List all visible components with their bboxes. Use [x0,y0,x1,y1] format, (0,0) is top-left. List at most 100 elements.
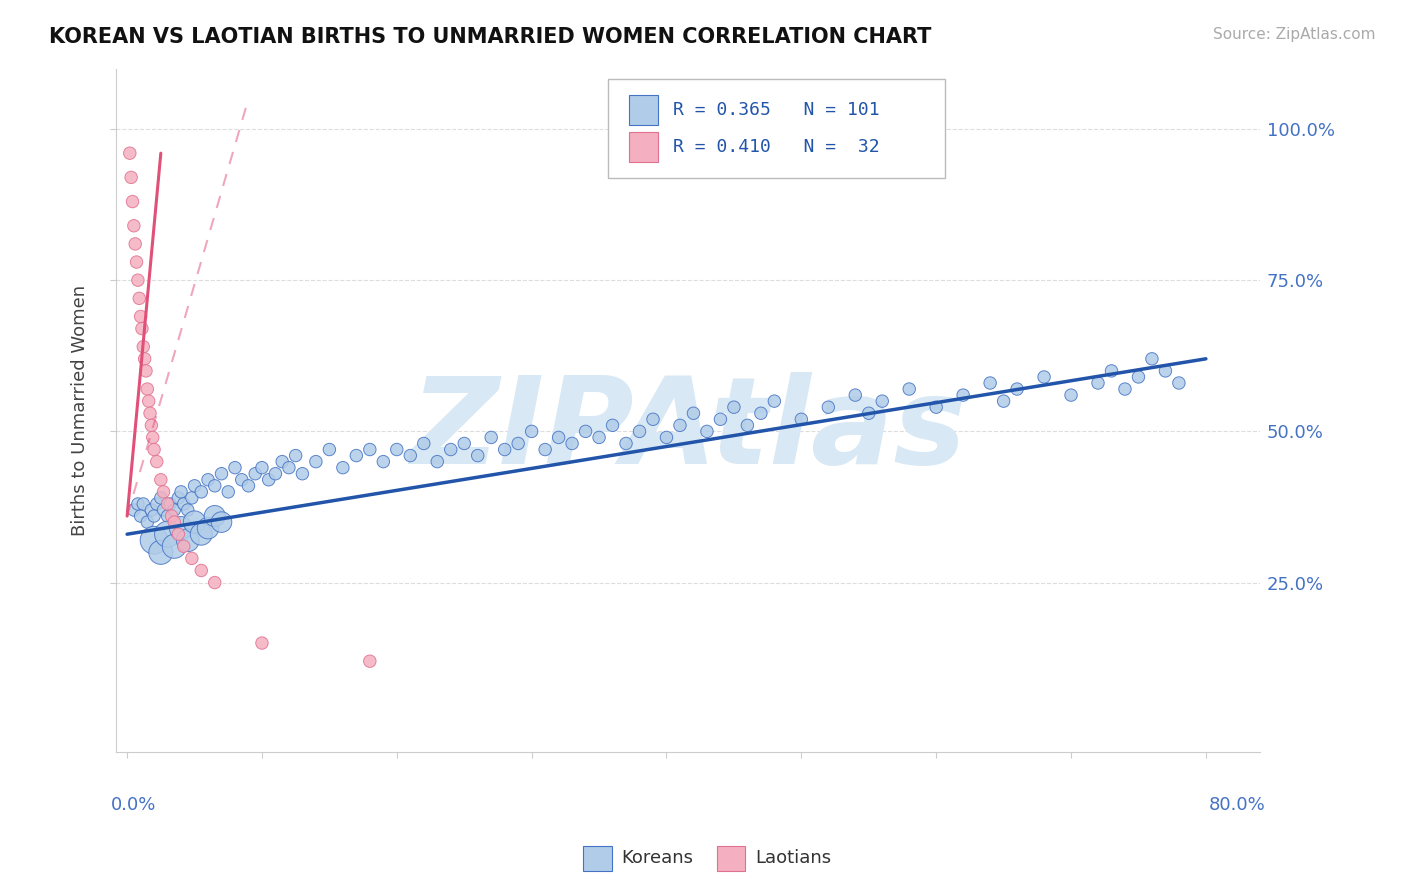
Point [588,430,610,444]
Point [127,273,149,287]
Point [479,430,502,444]
Point [163,515,186,529]
Point [122,219,145,233]
Point [128,291,150,305]
Point [602,418,624,433]
Point [135,364,157,378]
Point [614,436,637,450]
Point [870,394,893,409]
Point [1060,388,1083,402]
Text: R = 0.365   N = 101: R = 0.365 N = 101 [673,101,880,119]
Point [190,564,212,578]
Point [508,436,530,450]
Point [138,394,160,409]
Point [426,455,449,469]
Point [141,503,163,517]
Point [122,503,145,517]
Point [305,455,328,469]
Point [183,479,205,493]
Point [160,509,183,524]
Point [167,527,190,541]
Point [136,515,159,529]
Point [141,418,163,433]
Point [217,484,239,499]
Text: ZIPAtlas: ZIPAtlas [411,372,966,489]
Point [136,382,159,396]
Point [180,551,202,566]
Point [520,425,543,439]
Point [763,394,786,409]
Point [183,515,205,529]
Point [1033,370,1056,384]
Point [190,527,212,541]
Point [250,460,273,475]
Text: R = 0.410   N =  32: R = 0.410 N = 32 [673,138,880,156]
Point [359,654,381,668]
Bar [628,132,658,162]
Point [669,418,692,433]
Point [952,388,974,402]
Point [925,400,948,414]
Point [152,484,174,499]
Point [231,473,253,487]
Point [1101,364,1123,378]
Point [264,467,287,481]
Point [993,394,1015,409]
Text: 80.0%: 80.0% [1209,797,1265,814]
Point [709,412,731,426]
Point [790,412,813,426]
Point [749,406,772,420]
Point [159,497,181,511]
Point [277,460,299,475]
Point [1128,370,1150,384]
Point [204,479,226,493]
Text: Source: ZipAtlas.com: Source: ZipAtlas.com [1212,27,1375,42]
Point [332,460,354,475]
Point [143,442,166,457]
Point [359,442,381,457]
Text: KOREAN VS LAOTIAN BIRTHS TO UNMARRIED WOMEN CORRELATION CHART: KOREAN VS LAOTIAN BIRTHS TO UNMARRIED WO… [49,27,932,46]
Point [132,340,155,354]
Point [385,442,408,457]
Point [152,503,174,517]
Point [844,388,866,402]
Point [641,412,664,426]
Text: Laotians: Laotians [755,849,831,867]
Point [170,484,193,499]
Point [257,473,280,487]
Point [467,449,489,463]
Point [1114,382,1136,396]
Point [149,473,172,487]
Point [121,194,143,209]
Point [534,442,557,457]
Point [547,430,569,444]
Point [173,539,195,553]
Point [440,442,463,457]
Point [146,455,169,469]
Point [118,146,141,161]
Point [224,460,246,475]
Point [284,449,307,463]
Text: 0.0%: 0.0% [111,797,156,814]
Point [318,442,340,457]
Point [124,236,146,251]
Point [129,509,152,524]
Point [898,382,921,396]
Point [156,509,179,524]
Text: Koreans: Koreans [621,849,693,867]
Point [412,436,434,450]
Point [143,509,166,524]
Point [250,636,273,650]
Point [125,255,148,269]
Point [344,449,367,463]
Point [628,425,651,439]
Point [139,406,162,420]
Point [1087,376,1109,390]
Point [979,376,1001,390]
Point [149,545,172,559]
Point [1167,376,1189,390]
Point [561,436,583,450]
Point [197,473,219,487]
Point [1154,364,1177,378]
Point [120,170,142,185]
